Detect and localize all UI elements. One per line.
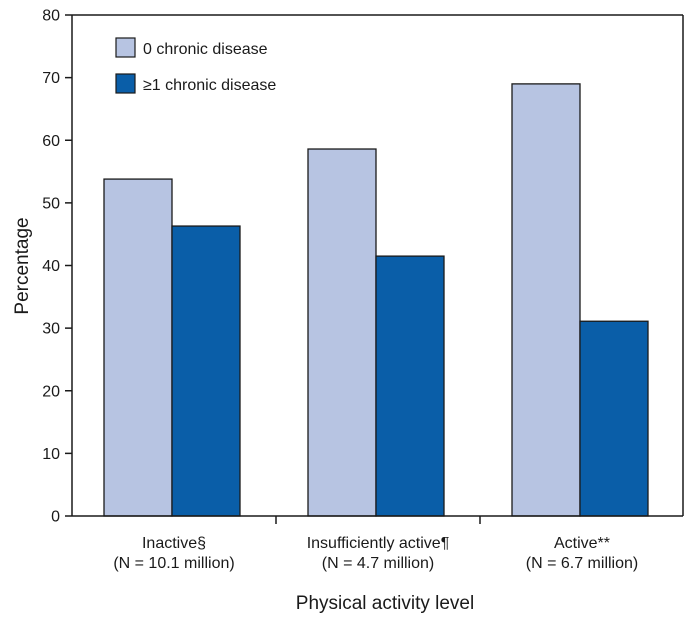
category-label: Active**	[554, 535, 610, 552]
category-label: Insufficiently active¶	[307, 535, 450, 552]
y-tick-label: 70	[42, 70, 60, 87]
y-tick-label: 60	[42, 133, 60, 150]
legend-label-1-chronic: ≥1 chronic disease	[143, 77, 276, 94]
bar-0-1	[171, 225, 241, 517]
y-tick-label: 0	[51, 509, 60, 526]
category-label: (N = 10.1 million)	[113, 555, 234, 572]
category-label: (N = 6.7 million)	[526, 555, 638, 572]
bar-2-0	[511, 83, 581, 517]
legend: 0 chronic disease ≥1 chronic disease	[115, 37, 276, 94]
y-tick-label: 30	[42, 321, 60, 338]
y-tick-label: 10	[42, 446, 60, 463]
category-label: (N = 4.7 million)	[322, 555, 434, 572]
y-tick-label: 80	[42, 8, 60, 25]
bar-1-0	[307, 148, 377, 517]
legend-label-0-chronic: 0 chronic disease	[143, 41, 268, 58]
y-tick-label: 20	[42, 383, 60, 400]
legend-swatch-0-chronic	[115, 37, 136, 58]
bar-0-0	[103, 178, 173, 517]
x-axis-title: Physical activity level	[296, 593, 474, 614]
legend-swatch-1-chronic	[115, 73, 136, 94]
bars	[103, 83, 649, 517]
bar-1-1	[375, 255, 445, 517]
category-labels: Inactive§ (N = 10.1 million) Insufficientl…	[113, 535, 638, 572]
y-tick-label: 40	[42, 258, 60, 275]
y-axis-title: Percentage	[12, 217, 33, 314]
y-tick-label: 50	[42, 195, 60, 212]
y-axis-ticks: 0 10 20 30 40 50 60 70 80	[42, 8, 72, 526]
category-label: Inactive§	[142, 535, 206, 552]
bar-2-1	[579, 320, 649, 517]
x-axis-ticks	[275, 516, 481, 524]
